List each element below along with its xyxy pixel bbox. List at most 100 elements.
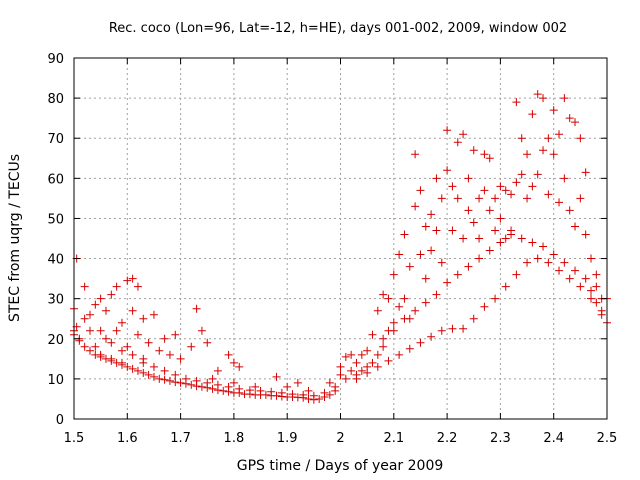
data-point [85, 326, 94, 335]
data-point [187, 380, 196, 389]
data-point [432, 290, 441, 299]
data-point [96, 294, 105, 303]
data-point [379, 334, 388, 343]
data-point [171, 370, 180, 379]
data-point [443, 166, 452, 175]
data-point [176, 354, 185, 363]
data-point [80, 314, 89, 323]
data-point [272, 372, 281, 381]
data-point [155, 346, 164, 355]
data-point [453, 138, 462, 147]
data-point [160, 334, 169, 343]
data-point [485, 246, 494, 255]
data-point [80, 342, 89, 351]
data-point [581, 274, 590, 283]
data-point [128, 274, 137, 283]
data-point [373, 350, 382, 359]
data-point [368, 358, 377, 367]
x-tick-label: 2.3 [490, 431, 511, 446]
data-point [229, 378, 238, 387]
data-point [336, 362, 345, 371]
data-point [416, 250, 425, 259]
data-point [187, 342, 196, 351]
data-point [80, 282, 89, 291]
data-point [555, 198, 564, 207]
data-point [325, 378, 334, 387]
data-point [576, 194, 585, 203]
data-point [101, 354, 110, 363]
data-point [437, 326, 446, 335]
data-point [315, 394, 324, 403]
data-point [507, 190, 516, 199]
data-point [416, 338, 425, 347]
data-point [427, 210, 436, 219]
data-point [587, 294, 596, 303]
data-point [421, 222, 430, 231]
data-point [517, 170, 526, 179]
data-point [352, 358, 361, 367]
data-point [176, 378, 185, 387]
data-point [517, 134, 526, 143]
data-point [112, 282, 121, 291]
data-point [592, 282, 601, 291]
data-point [197, 326, 206, 335]
data-point [379, 342, 388, 351]
data-point [555, 130, 564, 139]
data-point [427, 246, 436, 255]
data-point [592, 270, 601, 279]
data-point [576, 282, 585, 291]
data-point [469, 218, 478, 227]
data-point [192, 376, 201, 385]
data-point [443, 126, 452, 135]
data-point [128, 350, 137, 359]
data-point [560, 94, 569, 103]
data-point [480, 302, 489, 311]
data-point [149, 362, 158, 371]
data-point [523, 258, 532, 267]
data-point [171, 378, 180, 387]
data-point [208, 384, 217, 393]
data-point [91, 342, 100, 351]
data-point [384, 356, 393, 365]
data-point [149, 372, 158, 381]
data-point [283, 382, 292, 391]
data-point [453, 270, 462, 279]
data-point [245, 386, 254, 395]
data-point [235, 362, 244, 371]
data-point [112, 326, 121, 335]
data-point [421, 274, 430, 283]
data-point [549, 106, 558, 115]
data-point [448, 226, 457, 235]
data-point [85, 346, 94, 355]
data-point [139, 368, 148, 377]
data-point [587, 286, 596, 295]
data-point [485, 206, 494, 215]
data-point [139, 358, 148, 367]
y-axis-ticks: 0 10 20 30 40 50 60 70 80 90 [47, 52, 607, 428]
data-point [123, 362, 132, 371]
data-point [523, 194, 532, 203]
data-point [491, 194, 500, 203]
data-point [123, 342, 132, 351]
data-point [299, 390, 308, 399]
data-point [309, 391, 318, 400]
data-point [459, 324, 468, 333]
y-axis-label: STEC from uqrg / TECUs [7, 154, 23, 322]
y-tick-label: 10 [47, 373, 64, 388]
data-point [507, 230, 516, 239]
data-point [331, 382, 340, 391]
x-axis-ticks: 1.5 1.6 1.7 1.8 1.9 2 2.1 2.2 2.3 2.4 2.5 [64, 58, 617, 446]
data-point [395, 302, 404, 311]
data-point [443, 278, 452, 287]
data-point [549, 150, 558, 159]
data-point [475, 234, 484, 243]
data-point [459, 234, 468, 243]
data-point [528, 110, 537, 119]
data-point [373, 362, 382, 371]
x-tick-label: 1.5 [64, 431, 85, 446]
data-point [235, 384, 244, 393]
data-point [395, 350, 404, 359]
y-tick-label: 70 [47, 132, 64, 147]
data-point [160, 366, 169, 375]
